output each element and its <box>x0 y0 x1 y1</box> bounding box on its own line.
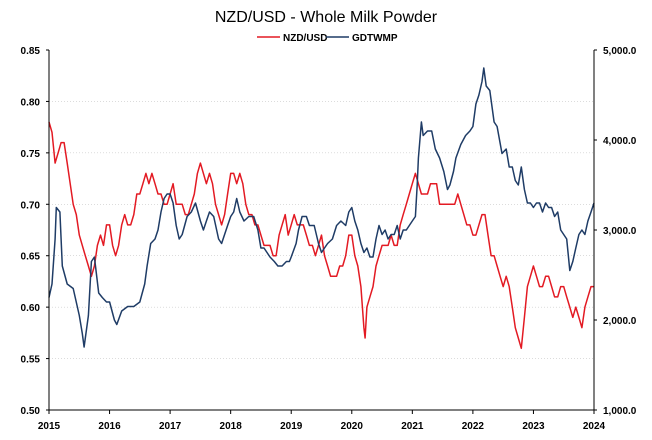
x-tick-label: 2024 <box>583 421 606 432</box>
right-tick-label: 4,000.0 <box>603 136 637 147</box>
x-tick-label: 2022 <box>462 421 485 432</box>
left-tick-label: 0.50 <box>21 406 41 417</box>
series-line-nzdusd <box>48 121 594 350</box>
left-tick-label: 0.65 <box>21 252 41 263</box>
legend-label-nzdusd: NZD/USD <box>283 33 327 44</box>
x-axis-ticks: 2015 2016 2017 2018 2019 2020 2021 2022 2023 2024 <box>38 410 606 432</box>
left-tick-label: 0.75 <box>21 149 41 160</box>
left-tick-label: 0.70 <box>21 200 41 211</box>
left-tick-label: 0.85 <box>21 46 41 57</box>
x-tick-label: 2021 <box>401 421 424 432</box>
x-tick-label: 2023 <box>522 421 545 432</box>
series-line-gdtwmp <box>48 67 595 348</box>
legend: NZD/USD GDTWMP <box>257 33 398 44</box>
x-tick-label: 2017 <box>159 421 182 432</box>
gridlines <box>49 101 594 359</box>
legend-label-gdtwmp: GDTWMP <box>352 33 398 44</box>
right-tick-label: 1,000.0 <box>603 406 637 417</box>
chart-title: NZD/USD - Whole Milk Powder <box>215 9 438 26</box>
left-tick-label: 0.60 <box>21 303 41 314</box>
right-tick-label: 5,000.0 <box>603 46 637 57</box>
right-tick-label: 2,000.0 <box>603 316 637 327</box>
left-tick-label: 0.80 <box>21 97 41 108</box>
x-tick-label: 2016 <box>98 421 121 432</box>
right-axis-ticks: 5,000.0 4,000.0 3,000.0 2,000.0 1,000.0 <box>594 46 637 417</box>
x-tick-label: 2020 <box>341 421 364 432</box>
x-tick-label: 2015 <box>38 421 61 432</box>
left-tick-label: 0.55 <box>21 355 41 366</box>
x-tick-label: 2018 <box>220 421 243 432</box>
series-layer <box>48 67 595 350</box>
left-axis-ticks: 0.85 0.80 0.75 0.70 0.65 0.60 0.55 0.50 <box>21 46 49 417</box>
right-tick-label: 3,000.0 <box>603 226 637 237</box>
x-tick-label: 2019 <box>280 421 303 432</box>
